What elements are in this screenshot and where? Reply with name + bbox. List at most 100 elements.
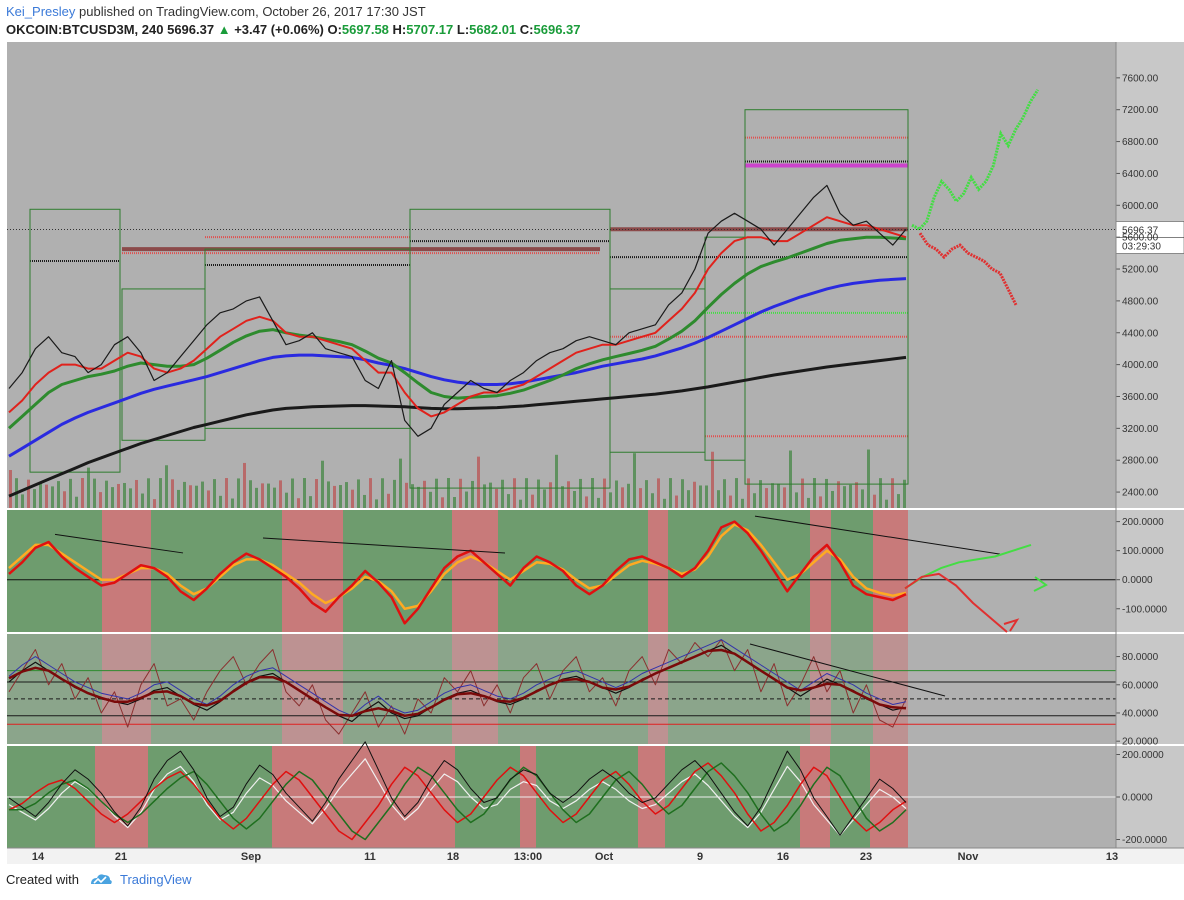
zone-2-6	[498, 634, 538, 744]
volume-bar-137	[831, 490, 834, 508]
volume-bar-84	[513, 478, 516, 508]
y-tick-label-0-7: 5200.00	[1122, 265, 1159, 276]
ma-black-line	[8, 355, 907, 498]
volume-bar-7	[51, 486, 54, 508]
volume-bar-0	[9, 470, 12, 508]
volume-bar-31	[195, 485, 198, 508]
pane-1-background	[7, 42, 1116, 508]
open-value: 5697.58	[341, 22, 389, 37]
time-axis-background	[7, 848, 1184, 864]
y-tick-label-0-3: 6800.00	[1122, 137, 1159, 148]
volume-bar-41	[255, 487, 258, 508]
volume-bar-109	[663, 498, 666, 508]
volume-bar-80	[489, 482, 492, 508]
volume-bar-49	[303, 478, 306, 508]
tradingview-logo-icon	[90, 874, 112, 884]
band-box-6	[744, 109, 909, 485]
osc2-trend-line	[749, 643, 946, 697]
volume-bar-78	[477, 456, 480, 508]
x-tick-label-10: Nov	[958, 851, 980, 863]
volume-bar-86	[525, 478, 528, 508]
low-label: L:	[456, 22, 470, 37]
volume-bar-33	[207, 490, 210, 508]
zone-2-0	[7, 634, 102, 744]
volume-bar-85	[519, 499, 522, 508]
osc1-trend-line-2	[754, 515, 1001, 555]
author-link[interactable]: Kei_Presley	[6, 4, 76, 19]
current-price-label: 5696.37	[1122, 225, 1159, 236]
volume-bar-95	[579, 478, 582, 508]
symbol-label: OKCOIN:BTCUSD3M, 240	[6, 22, 164, 37]
volume-bar-146	[885, 499, 888, 508]
x-tick-label-4: 18	[447, 851, 459, 863]
volume-bar-144	[873, 494, 876, 508]
volume-bar-53	[327, 481, 330, 508]
open-label: O:	[327, 22, 342, 37]
volume-bar-52	[321, 460, 324, 508]
volume-bar-43	[267, 483, 270, 508]
volume-bar-82	[501, 479, 504, 508]
zone-1-2	[151, 510, 282, 632]
volume-bar-79	[483, 484, 486, 508]
volume-bar-124	[753, 493, 756, 508]
x-tick-label-0: 14	[32, 851, 45, 863]
x-tick-label-8: 16	[777, 851, 789, 863]
volume-bar-89	[543, 489, 546, 508]
volume-bar-18	[117, 483, 120, 508]
x-tick-label-5: 13:00	[514, 851, 542, 863]
volume-bar-110	[669, 478, 672, 508]
osc1-trend-line-1	[262, 537, 506, 554]
ohlc-line: OKCOIN:BTCUSD3M, 240 5696.37 ▲ +3.47 (+0…	[6, 22, 581, 37]
tradingview-link[interactable]: TradingView	[120, 872, 192, 887]
volume-bar-105	[639, 488, 642, 508]
volume-bar-56	[345, 482, 348, 508]
volume-bar-5	[39, 482, 42, 508]
created-with-label: Created with	[6, 872, 79, 887]
price-series-line	[8, 184, 907, 437]
volume-bar-77	[471, 480, 474, 508]
osc3-black-line	[8, 741, 907, 836]
volume-bar-65	[399, 458, 402, 508]
pane-4-axis	[1116, 746, 1184, 848]
pane-2-axis	[1116, 510, 1184, 632]
y-tick-label-0-14: 2400.00	[1122, 488, 1159, 499]
volume-bar-75	[459, 478, 462, 508]
volume-bar-115	[699, 485, 702, 508]
volume-bar-35	[219, 495, 222, 508]
zone-1-6	[498, 510, 538, 632]
volume-bar-64	[393, 479, 396, 508]
volume-bar-96	[585, 496, 588, 508]
volume-bar-6	[45, 484, 48, 508]
volume-bar-120	[729, 495, 732, 508]
volume-bar-106	[645, 480, 648, 508]
volume-bar-60	[369, 478, 372, 508]
volume-bar-69	[423, 480, 426, 508]
y-tick-label-0-6: 5600.00	[1122, 233, 1159, 244]
zone-1-10	[810, 510, 831, 632]
y-tick-label-3-1: 0.0000	[1122, 793, 1153, 804]
volume-bar-19	[123, 482, 126, 508]
volume-bar-149	[903, 479, 906, 508]
volume-bar-37	[231, 498, 234, 508]
volume-bar-67	[411, 484, 414, 508]
zone-1-1	[102, 510, 151, 632]
y-tick-label-0-13: 2800.00	[1122, 456, 1159, 467]
volume-bar-21	[135, 479, 138, 508]
volume-bar-123	[747, 478, 750, 508]
chart-area[interactable]: 5696.37 03:29:30 7600.00 7200.00 6800.00 6400…	[0, 40, 1184, 864]
volume-bar-12	[81, 478, 84, 508]
volume-bar-62	[381, 478, 384, 508]
y-tick-label-0-12: 3200.00	[1122, 424, 1159, 435]
zone-1-12	[873, 510, 908, 632]
volume-bar-81	[495, 488, 498, 508]
volume-bar-92	[561, 486, 564, 508]
volume-bar-136	[825, 478, 828, 508]
zone-2-12	[873, 634, 908, 744]
volume-bar-122	[741, 498, 744, 508]
volume-bar-74	[453, 497, 456, 508]
y-tick-label-0-10: 4000.00	[1122, 360, 1159, 371]
volume-bar-128	[777, 483, 780, 508]
volume-bar-47	[291, 478, 294, 508]
publish-line: Kei_Presley published on TradingView.com…	[6, 4, 426, 19]
volume-bar-118	[717, 490, 720, 508]
